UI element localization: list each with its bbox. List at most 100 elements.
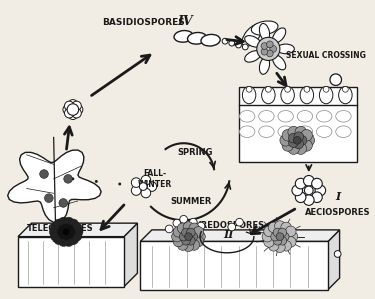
Text: IV: IV [178,16,194,28]
Circle shape [72,101,81,111]
Circle shape [276,233,284,240]
Ellipse shape [201,34,220,46]
Polygon shape [18,237,124,287]
Circle shape [183,222,194,232]
Polygon shape [240,87,357,161]
Ellipse shape [278,111,293,122]
Ellipse shape [339,86,352,104]
Circle shape [173,227,184,237]
Text: UREDOSPORES: UREDOSPORES [194,221,264,230]
Circle shape [303,135,315,146]
Circle shape [65,225,74,234]
Circle shape [68,219,79,230]
Circle shape [273,228,282,237]
Circle shape [173,236,184,247]
Polygon shape [328,230,340,290]
Circle shape [288,143,300,154]
Ellipse shape [277,44,294,54]
Circle shape [197,222,205,230]
Ellipse shape [260,24,270,40]
Ellipse shape [266,86,271,92]
Circle shape [229,40,235,46]
Circle shape [68,110,78,120]
Circle shape [131,178,141,187]
Ellipse shape [285,86,291,92]
Circle shape [292,185,303,196]
Ellipse shape [259,111,274,122]
Circle shape [222,38,228,44]
Ellipse shape [273,55,286,70]
Circle shape [72,227,83,237]
Circle shape [186,237,195,245]
Circle shape [280,135,291,146]
Circle shape [186,228,195,237]
Ellipse shape [297,126,313,138]
Circle shape [315,185,326,196]
Circle shape [59,199,68,207]
Circle shape [141,175,151,185]
Ellipse shape [262,86,275,104]
Polygon shape [140,242,328,290]
Circle shape [62,224,70,232]
Circle shape [177,223,188,234]
Circle shape [278,228,286,237]
Circle shape [72,109,81,118]
Circle shape [142,185,145,188]
Circle shape [67,228,75,236]
Text: TELEOSPORES: TELEOSPORES [27,225,94,234]
Circle shape [268,222,279,233]
Circle shape [261,43,268,49]
Circle shape [62,231,70,240]
Ellipse shape [336,126,351,138]
Circle shape [172,231,182,242]
Circle shape [64,109,74,118]
Ellipse shape [323,86,329,92]
Circle shape [281,240,291,251]
Circle shape [182,237,190,245]
Circle shape [280,232,289,241]
Circle shape [288,138,298,147]
Ellipse shape [244,36,261,47]
Circle shape [297,135,307,145]
Circle shape [264,237,274,247]
Circle shape [295,126,307,138]
Ellipse shape [242,86,256,104]
Circle shape [274,242,285,253]
Ellipse shape [251,21,278,35]
Circle shape [261,48,268,55]
Circle shape [68,100,78,109]
Circle shape [189,232,198,241]
Circle shape [51,231,61,241]
Circle shape [141,188,151,198]
Circle shape [184,233,192,240]
Ellipse shape [316,111,332,122]
Circle shape [268,240,279,251]
Circle shape [183,241,194,251]
Ellipse shape [244,51,261,62]
Polygon shape [18,223,137,237]
Ellipse shape [304,86,310,92]
Text: FALL-
WINTER: FALL- WINTER [138,169,172,189]
Circle shape [58,230,67,239]
Circle shape [285,237,296,247]
Text: II: II [224,229,234,240]
Circle shape [189,218,197,226]
Circle shape [294,139,303,149]
Circle shape [294,132,303,141]
Circle shape [262,231,273,242]
Circle shape [74,105,83,114]
Circle shape [293,137,301,144]
Circle shape [236,42,242,48]
Circle shape [273,237,282,245]
Text: SEXUAL CROSSING: SEXUAL CROSSING [286,51,366,60]
Ellipse shape [240,126,255,138]
Circle shape [303,176,314,186]
Circle shape [58,236,69,246]
Circle shape [64,175,72,183]
Circle shape [267,50,273,57]
Ellipse shape [336,111,351,122]
Circle shape [264,226,274,237]
Circle shape [274,221,285,231]
Circle shape [257,37,280,60]
Circle shape [304,186,313,195]
